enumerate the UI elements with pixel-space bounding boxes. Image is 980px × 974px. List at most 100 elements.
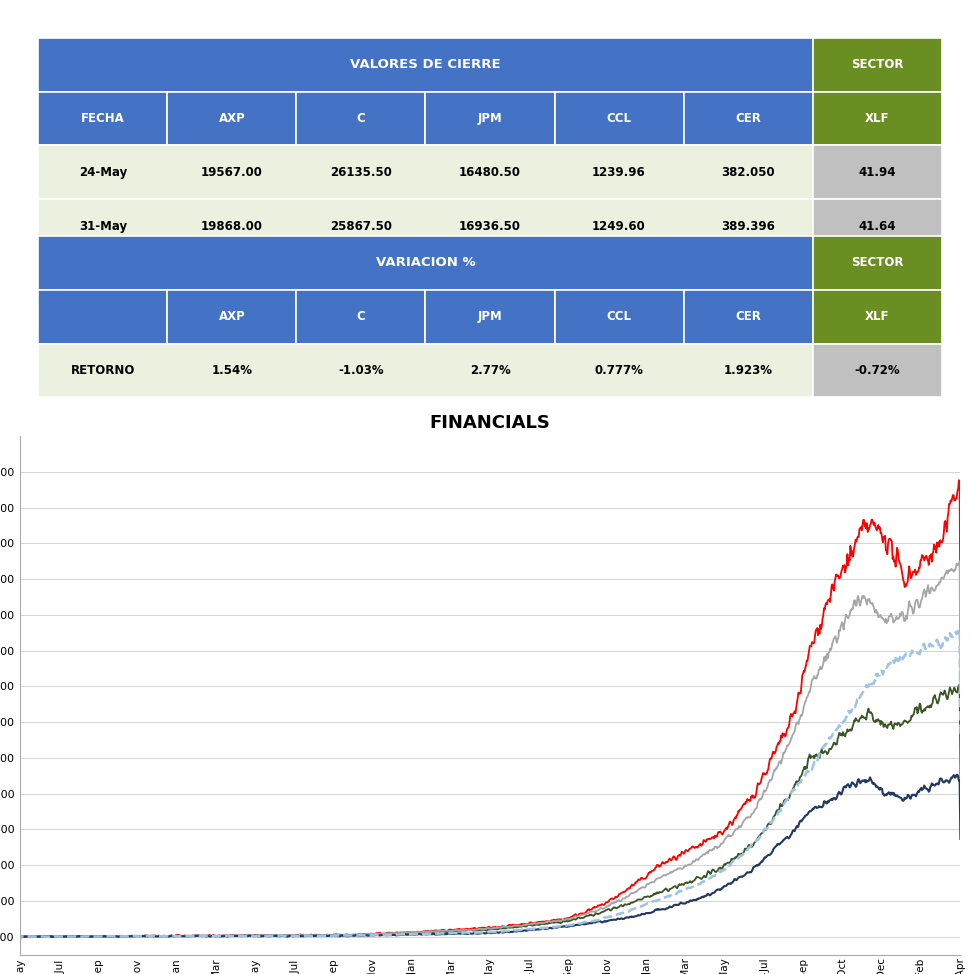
Text: JPM: JPM bbox=[477, 311, 503, 323]
FancyBboxPatch shape bbox=[812, 236, 942, 290]
C bbox=[512, 921, 523, 933]
FancyBboxPatch shape bbox=[812, 290, 942, 344]
FancyBboxPatch shape bbox=[38, 38, 812, 92]
Text: 16936.50: 16936.50 bbox=[459, 219, 521, 233]
FancyBboxPatch shape bbox=[812, 92, 942, 145]
Text: FINANCIALS: FINANCIALS bbox=[397, 47, 583, 75]
Title: FINANCIALS: FINANCIALS bbox=[429, 414, 551, 431]
JPM bbox=[512, 919, 523, 931]
AXP bbox=[442, 925, 454, 937]
CCL bbox=[259, 930, 270, 942]
FancyBboxPatch shape bbox=[425, 290, 555, 344]
AXP bbox=[477, 922, 489, 934]
AXP bbox=[259, 929, 270, 941]
JPM bbox=[954, 555, 965, 567]
JPM bbox=[477, 923, 489, 935]
CCL bbox=[477, 927, 489, 939]
FancyBboxPatch shape bbox=[812, 344, 942, 397]
AXP bbox=[512, 919, 523, 931]
CER bbox=[953, 624, 964, 636]
Text: 16480.50: 16480.50 bbox=[459, 166, 521, 178]
Text: 0.777%: 0.777% bbox=[595, 364, 644, 377]
C bbox=[955, 771, 966, 783]
AXP bbox=[14, 937, 25, 949]
Text: 19868.00: 19868.00 bbox=[201, 219, 263, 233]
JPM bbox=[955, 685, 966, 696]
CER bbox=[442, 928, 454, 940]
Text: CER: CER bbox=[735, 112, 761, 125]
FancyBboxPatch shape bbox=[812, 145, 942, 199]
Text: 26135.50: 26135.50 bbox=[330, 166, 392, 178]
Text: 41.94: 41.94 bbox=[858, 166, 896, 178]
CER bbox=[512, 924, 523, 936]
Text: 1249.60: 1249.60 bbox=[592, 219, 646, 233]
Text: 41.64: 41.64 bbox=[858, 219, 896, 233]
FancyBboxPatch shape bbox=[38, 236, 812, 290]
FancyBboxPatch shape bbox=[297, 92, 425, 145]
FancyBboxPatch shape bbox=[168, 290, 297, 344]
Text: 25867.50: 25867.50 bbox=[330, 219, 392, 233]
Text: 1.923%: 1.923% bbox=[723, 364, 772, 377]
FancyBboxPatch shape bbox=[812, 38, 942, 92]
FancyBboxPatch shape bbox=[38, 145, 812, 199]
C bbox=[14, 937, 25, 949]
Text: -1.03%: -1.03% bbox=[338, 364, 384, 377]
CCL bbox=[952, 769, 963, 781]
Text: JPM: JPM bbox=[477, 112, 503, 125]
Text: SECTOR: SECTOR bbox=[851, 58, 904, 71]
FancyBboxPatch shape bbox=[38, 344, 812, 397]
Line: CER: CER bbox=[20, 630, 960, 943]
Text: C: C bbox=[357, 311, 366, 323]
Text: CCL: CCL bbox=[607, 112, 631, 125]
CER bbox=[240, 930, 252, 942]
Text: -0.72%: -0.72% bbox=[855, 364, 900, 377]
Text: CER: CER bbox=[735, 311, 761, 323]
FancyBboxPatch shape bbox=[38, 199, 812, 253]
C bbox=[240, 929, 252, 941]
CER bbox=[259, 930, 270, 942]
CER bbox=[621, 906, 633, 918]
Text: SECTOR: SECTOR bbox=[851, 256, 904, 270]
C bbox=[442, 926, 454, 938]
FancyBboxPatch shape bbox=[297, 290, 425, 344]
Text: 19567.00: 19567.00 bbox=[201, 166, 263, 178]
Text: AXP: AXP bbox=[219, 311, 245, 323]
Text: XLF: XLF bbox=[864, 311, 889, 323]
Line: AXP: AXP bbox=[20, 480, 960, 943]
CCL bbox=[240, 930, 252, 942]
Line: JPM: JPM bbox=[20, 561, 960, 943]
JPM bbox=[14, 937, 25, 949]
C bbox=[259, 930, 270, 942]
C bbox=[621, 898, 633, 910]
Text: 1.54%: 1.54% bbox=[212, 364, 253, 377]
JPM bbox=[442, 924, 454, 936]
FancyBboxPatch shape bbox=[168, 92, 297, 145]
FancyBboxPatch shape bbox=[38, 290, 168, 344]
FancyBboxPatch shape bbox=[683, 290, 812, 344]
CCL bbox=[955, 833, 966, 844]
Text: 31-May: 31-May bbox=[78, 219, 127, 233]
JPM bbox=[259, 929, 270, 941]
JPM bbox=[240, 929, 252, 941]
CCL bbox=[442, 928, 454, 940]
Text: 1239.96: 1239.96 bbox=[592, 166, 646, 178]
CER bbox=[477, 926, 489, 938]
CCL bbox=[14, 937, 25, 949]
Text: AXP: AXP bbox=[219, 112, 245, 125]
Text: FECHA: FECHA bbox=[81, 112, 124, 125]
Line: C: C bbox=[20, 686, 960, 943]
FancyBboxPatch shape bbox=[683, 92, 812, 145]
CCL bbox=[512, 925, 523, 937]
AXP bbox=[621, 882, 633, 894]
Text: 389.396: 389.396 bbox=[721, 219, 775, 233]
FancyBboxPatch shape bbox=[812, 199, 942, 253]
Line: CCL: CCL bbox=[20, 775, 960, 943]
CCL bbox=[621, 912, 633, 923]
CER bbox=[14, 937, 25, 949]
Text: 24-May: 24-May bbox=[78, 166, 127, 178]
CER bbox=[955, 731, 966, 743]
FancyBboxPatch shape bbox=[555, 92, 683, 145]
Text: VARIACION %: VARIACION % bbox=[375, 256, 475, 270]
Text: 382.050: 382.050 bbox=[721, 166, 775, 178]
FancyBboxPatch shape bbox=[555, 290, 683, 344]
